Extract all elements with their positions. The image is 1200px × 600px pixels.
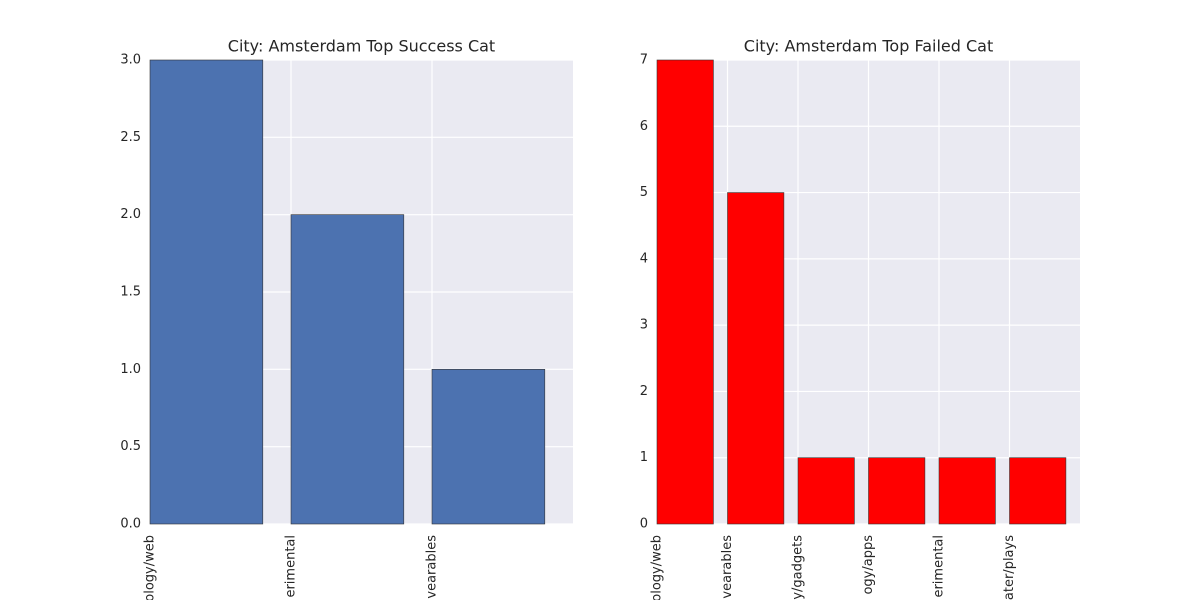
x-tick-label: y/gadgets [791,535,806,600]
bar [727,192,785,525]
bar [868,457,926,525]
bar [290,214,405,525]
y-tick-label: 5 [640,185,648,200]
y-tick-label: 0 [640,517,648,532]
y-tick-label: 1 [640,450,648,465]
y-tick-label: 4 [640,251,648,266]
y-tick-label: 3.0 [120,53,141,68]
y-tick-label: 7 [640,53,648,68]
x-tick-label: vearables [425,535,440,599]
x-tick-label: ater/plays [1002,535,1017,600]
y-tick-label: 1.5 [120,285,141,300]
x-tick-label: erimental [932,535,947,598]
y-tick-label: 2 [640,384,648,399]
x-tick-label: ogy/apps [861,535,876,595]
bar [656,59,714,525]
y-tick-label: 6 [640,119,648,134]
bar [938,457,996,525]
y-tick-label: 3 [640,318,648,333]
bar [149,59,264,525]
x-tick-label: ology/web [143,535,158,600]
bar [431,369,546,525]
x-tick-label: ology/web [650,535,665,600]
chart-title: City: Amsterdam Top Success Cat [228,37,495,56]
y-tick-label: 1.0 [120,362,141,377]
y-tick-label: 0.5 [120,439,141,454]
y-tick-label: 2.5 [120,130,141,145]
x-tick-label: erimental [284,535,299,598]
x-tick-label: vearables [720,535,735,599]
y-tick-label: 0.0 [120,517,141,532]
chart-title: City: Amsterdam Top Failed Cat [744,37,993,56]
bar [1009,457,1067,525]
bar [797,457,855,525]
y-tick-label: 2.0 [120,207,141,222]
